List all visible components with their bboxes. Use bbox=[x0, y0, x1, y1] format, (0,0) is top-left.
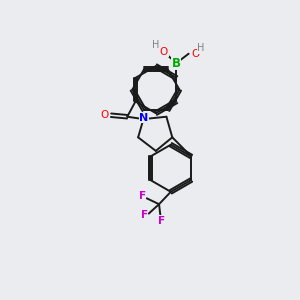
Text: O: O bbox=[160, 47, 168, 57]
Text: O: O bbox=[100, 110, 109, 120]
Text: N: N bbox=[140, 112, 149, 123]
Text: O: O bbox=[191, 49, 199, 59]
Text: F: F bbox=[141, 210, 148, 220]
Text: H: H bbox=[197, 44, 205, 53]
Text: F: F bbox=[139, 191, 146, 201]
Text: H: H bbox=[152, 40, 159, 50]
Text: B: B bbox=[172, 57, 181, 70]
Text: F: F bbox=[158, 216, 165, 226]
